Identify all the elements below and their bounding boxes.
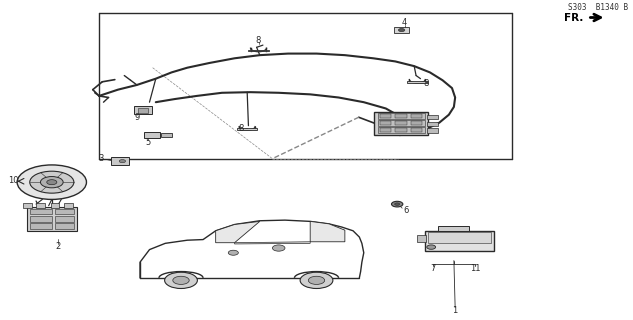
- Circle shape: [272, 245, 285, 251]
- Polygon shape: [235, 242, 310, 244]
- Text: S303  B1340 B: S303 B1340 B: [568, 3, 629, 12]
- Text: FR.: FR.: [565, 13, 584, 23]
- Text: 2: 2: [56, 242, 61, 251]
- Circle shape: [300, 272, 333, 289]
- Bar: [394, 27, 409, 33]
- Bar: [134, 106, 152, 115]
- Circle shape: [119, 160, 125, 163]
- Bar: [27, 207, 77, 231]
- Bar: [437, 226, 469, 231]
- Text: 9: 9: [134, 113, 139, 122]
- Text: 8: 8: [239, 124, 244, 133]
- Bar: [55, 209, 74, 214]
- Text: 8: 8: [423, 79, 429, 88]
- Circle shape: [47, 180, 57, 185]
- Circle shape: [398, 28, 404, 32]
- Bar: [427, 128, 438, 133]
- Circle shape: [229, 250, 239, 255]
- Text: 1: 1: [453, 306, 458, 315]
- Circle shape: [308, 276, 325, 284]
- Bar: [161, 133, 172, 137]
- Bar: [51, 203, 60, 208]
- Bar: [395, 121, 406, 125]
- Text: 3: 3: [99, 154, 104, 163]
- Circle shape: [391, 201, 403, 207]
- Circle shape: [30, 171, 74, 193]
- Text: 5: 5: [146, 138, 151, 147]
- Bar: [138, 108, 148, 113]
- Bar: [36, 203, 45, 208]
- Polygon shape: [216, 221, 260, 243]
- Bar: [375, 112, 428, 135]
- Bar: [395, 114, 406, 118]
- Text: 7: 7: [430, 264, 436, 273]
- Bar: [380, 121, 391, 125]
- Bar: [65, 203, 73, 208]
- Bar: [30, 209, 52, 214]
- Text: 6: 6: [403, 206, 409, 215]
- Bar: [411, 114, 422, 118]
- Bar: [378, 127, 425, 132]
- Text: 4: 4: [402, 18, 408, 27]
- Bar: [427, 115, 438, 119]
- Bar: [144, 132, 160, 138]
- Bar: [411, 121, 422, 125]
- Bar: [425, 231, 494, 251]
- Bar: [417, 236, 425, 242]
- Circle shape: [165, 272, 197, 289]
- Bar: [378, 120, 425, 126]
- Bar: [378, 113, 425, 119]
- Bar: [30, 216, 52, 222]
- Bar: [411, 128, 422, 132]
- Bar: [237, 128, 258, 130]
- Circle shape: [394, 203, 399, 205]
- Circle shape: [427, 245, 436, 249]
- Bar: [248, 50, 269, 51]
- Bar: [55, 216, 74, 222]
- Polygon shape: [310, 221, 345, 242]
- Bar: [55, 223, 74, 229]
- Bar: [30, 223, 52, 229]
- Text: 8: 8: [256, 36, 261, 44]
- Bar: [427, 122, 438, 126]
- Bar: [380, 114, 391, 118]
- Circle shape: [17, 165, 87, 199]
- Bar: [23, 203, 32, 208]
- Bar: [428, 232, 491, 243]
- Text: 10: 10: [8, 176, 19, 185]
- Circle shape: [41, 177, 63, 188]
- Bar: [395, 128, 406, 132]
- Text: 11: 11: [470, 264, 480, 273]
- Bar: [407, 81, 427, 83]
- Circle shape: [173, 276, 189, 284]
- Bar: [111, 157, 128, 165]
- Bar: [380, 128, 391, 132]
